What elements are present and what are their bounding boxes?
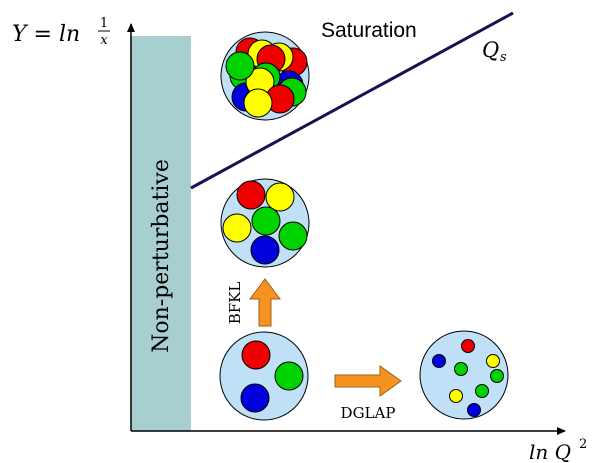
proton-disk-bfkl <box>220 178 310 268</box>
y-axis-label-denominator: x <box>100 33 108 48</box>
proton-disk-dglap <box>419 330 509 420</box>
y-axis-label-prefix: Y = ln <box>12 22 80 47</box>
bfkl-label: BFKL <box>226 282 244 325</box>
x-axis-label-text: ln Q <box>529 440 571 463</box>
parton <box>236 180 266 210</box>
parton <box>274 361 304 391</box>
dglap-label: DGLAP <box>341 404 396 422</box>
qs-label-main: Q <box>482 38 499 62</box>
saturation-line <box>190 11 514 190</box>
parton <box>241 340 271 370</box>
parton <box>278 221 308 251</box>
x-axis-label-superscript: 2 <box>579 437 587 452</box>
saturation-label: Saturation <box>321 19 417 42</box>
non-perturbative-label: Non-perturbative <box>149 159 174 353</box>
proton-disk-dilute <box>219 331 309 421</box>
parton <box>486 354 500 368</box>
parton <box>475 384 489 398</box>
parton <box>251 206 281 236</box>
parton <box>250 235 280 265</box>
dglap-arrow <box>334 365 402 397</box>
parton <box>490 369 504 383</box>
parton <box>454 362 468 376</box>
proton-disk-saturated <box>220 31 310 121</box>
parton <box>225 51 255 81</box>
bfkl-arrow <box>249 278 281 327</box>
parton <box>265 182 295 212</box>
x-axis-label: ln Q 2 <box>529 437 587 463</box>
y-axis-label: Y = ln 1 x <box>12 16 110 48</box>
parton <box>467 403 481 417</box>
parton <box>222 213 252 243</box>
qs-label-sub: s <box>500 50 507 65</box>
qs-label: Q s <box>482 38 507 65</box>
parton <box>243 88 273 118</box>
parton <box>449 389 463 403</box>
y-axis-label-numerator: 1 <box>100 16 108 31</box>
parton <box>240 383 270 413</box>
parton <box>432 354 446 368</box>
non-perturbative-band <box>131 36 191 431</box>
parton <box>461 339 475 353</box>
